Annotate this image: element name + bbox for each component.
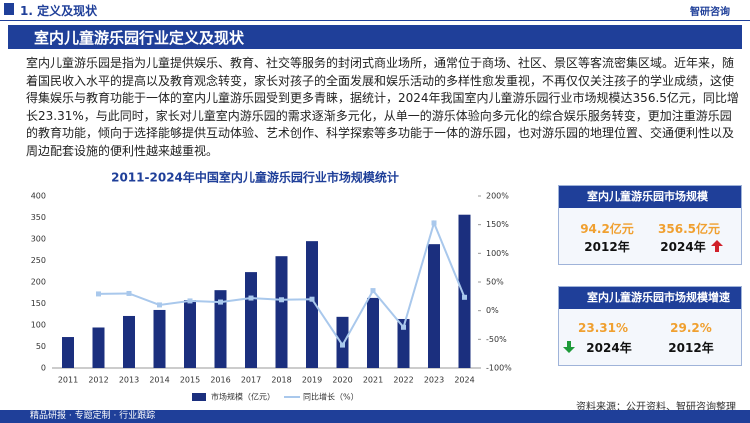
paragraph: 室内儿童游乐园是指为儿童提供娱乐、教育、社交等服务的封闭式商业场所，通常位于商场… (26, 56, 739, 158)
x-tick-label: 2024 (454, 376, 474, 385)
x-tick-label: 2020 (332, 376, 352, 385)
card-value: 29.2% (670, 321, 712, 335)
chart-title: 2011-2024年中国室内儿童游乐园行业市场规模统计 (111, 170, 399, 185)
header-bar: 1. 定义及现状 智研咨询 (0, 0, 750, 21)
legend-label: 市场规模（亿元） (211, 392, 275, 402)
y2-tick-label: 100% (486, 249, 509, 258)
y-tick-label: 100 (31, 321, 46, 330)
bar (458, 214, 471, 368)
line-marker (187, 298, 193, 304)
card-year: 2012年 (668, 341, 714, 355)
card-value: 23.31% (578, 321, 628, 335)
y-tick-label: 50 (36, 342, 46, 351)
bar (184, 300, 196, 368)
y2-tick-label: 0% (486, 306, 499, 315)
y2-tick-label: -100% (486, 364, 512, 373)
up-arrow (711, 240, 723, 252)
bar (245, 272, 257, 368)
y-tick-label: 300 (31, 235, 46, 244)
card-title: 室内儿童游乐园市场规模增速 (559, 287, 741, 309)
legend-label: 同比增长（%） (303, 392, 359, 402)
legend-swatch (192, 393, 206, 401)
line-marker (401, 324, 406, 330)
footer-bar: 精品研报 · 专题定制 · 行业跟踪 (0, 410, 750, 423)
source: 资料来源：公开资料、智研咨询整理 (576, 402, 736, 413)
bar (397, 318, 410, 368)
card-value: 94.2亿元 (580, 222, 634, 236)
bar (62, 337, 74, 368)
y2-tick-label: 150% (486, 220, 509, 229)
line-marker (157, 302, 162, 308)
x-tick-label: 2013 (119, 376, 139, 385)
footer: 精品研报 · 专题定制 · 行业跟踪 (30, 411, 156, 421)
bar (214, 290, 227, 368)
y-tick-label: 0 (41, 364, 46, 373)
line-marker (370, 288, 376, 294)
card-year: 2024年 (586, 341, 632, 355)
x-tick-label: 2015 (180, 376, 200, 385)
card: 室内儿童游乐园市场规模 94.2亿元 2012年 356.5亿元 2024年 (558, 185, 742, 265)
x-tick-label: 2023 (424, 376, 444, 385)
y2-tick-label: 50% (486, 278, 504, 287)
card: 室内儿童游乐园市场规模增速 23.31% 2024年 29.2% 2012年 (558, 286, 742, 366)
y-tick-label: 150 (31, 299, 46, 308)
line-marker (248, 295, 254, 301)
bar (92, 327, 105, 368)
line-marker (340, 342, 345, 348)
line-marker (96, 291, 101, 297)
card-title: 室内儿童游乐园市场规模 (559, 186, 741, 208)
bar (275, 256, 288, 368)
header-icon (4, 3, 14, 15)
x-tick-label: 2012 (88, 376, 108, 385)
bar (153, 309, 166, 368)
line-marker (126, 290, 132, 296)
y-tick-label: 250 (31, 256, 46, 265)
y2-tick-label: -50% (486, 335, 507, 344)
x-tick-label: 2016 (210, 376, 230, 385)
section-title: 1. 定义及现状 (20, 4, 98, 18)
card-year: 2024年 (660, 240, 706, 254)
bar (306, 241, 318, 368)
x-tick-label: 2021 (363, 376, 383, 385)
x-tick-label: 2017 (241, 376, 261, 385)
x-tick-label: 2018 (271, 376, 291, 385)
title-bar: 室内儿童游乐园行业定义及现状 (8, 25, 742, 49)
x-tick-label: 2014 (149, 376, 169, 385)
x-tick-label: 2011 (58, 376, 78, 385)
line-marker (462, 294, 467, 300)
logo: 智研咨询 (690, 7, 730, 18)
chart: 2011-2024年中国室内儿童游乐园行业市场规模统计 0 50 100 150 200… (31, 170, 512, 402)
line-marker (279, 297, 284, 303)
card-value: 356.5亿元 (658, 222, 720, 236)
line-marker (218, 299, 223, 305)
line-marker (309, 296, 315, 302)
y-tick-label: 200 (31, 278, 46, 287)
x-tick-label: 2022 (393, 376, 413, 385)
bar (336, 316, 349, 368)
down-arrow (563, 341, 575, 353)
page-title: 室内儿童游乐园行业定义及现状 (34, 29, 245, 47)
bar (367, 297, 379, 368)
y2-tick-label: 200% (486, 192, 509, 201)
bar (428, 244, 440, 368)
x-tick-label: 2019 (302, 376, 322, 385)
bar (123, 315, 135, 368)
card-year: 2012年 (584, 240, 630, 254)
line-marker (431, 220, 437, 226)
y-tick-label: 350 (31, 213, 46, 222)
y-tick-label: 400 (31, 192, 46, 201)
